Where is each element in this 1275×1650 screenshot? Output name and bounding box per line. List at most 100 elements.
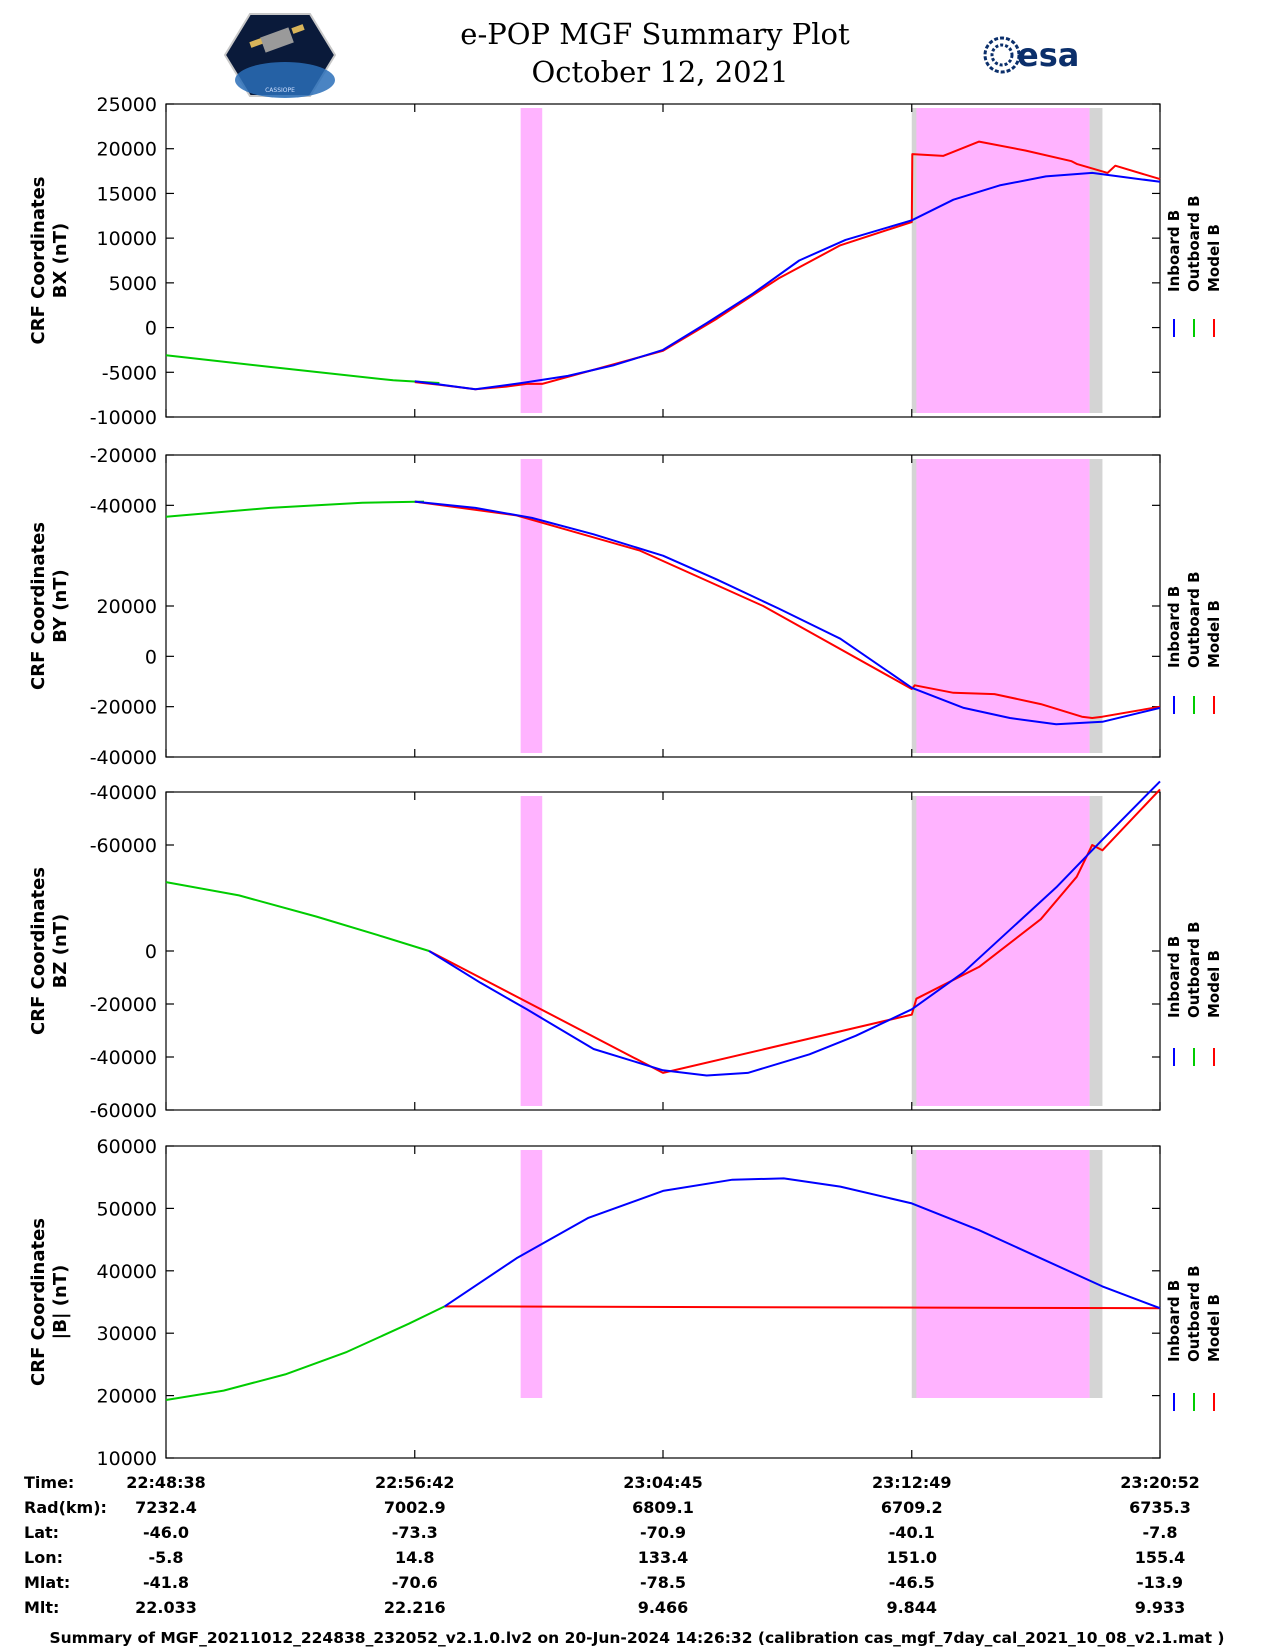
y-tick-label: 0 [145,646,157,668]
y-tick-label: 40000 [97,1261,157,1283]
ephemeris-value: 14.8 [395,1548,434,1567]
ephemeris-row-label: Mlt: [24,1598,59,1617]
legend-label-model: Model B [1205,600,1223,668]
ephemeris-value: 155.4 [1135,1548,1186,1567]
legend: Inboard B Outboard B Model B [1165,1265,1223,1411]
y-tick-label: 0 [145,318,157,340]
y-tick-label: 30000 [97,1323,157,1345]
ephemeris-value: 7232.4 [135,1498,197,1517]
y-tick-label: 5000 [109,273,157,295]
x-tick-label: 22:56:42 [375,1473,455,1492]
ephemeris-value: 9.844 [886,1598,937,1617]
ephemeris-value: -40.1 [889,1523,935,1542]
ephemeris-value: -46.5 [889,1573,935,1592]
legend-label-inboard: Inboard B [1165,1280,1183,1362]
x-tick-label: 23:12:49 [872,1473,952,1492]
panel-1: 25000 20000 15000 10000 5000 0 -5000 -10000 CRF … [28,94,1223,429]
ephemeris-value: 7002.9 [384,1498,446,1517]
ephemeris-value: 151.0 [886,1548,937,1567]
shaded-region-magenta [520,459,543,753]
ephemeris-row-label: Rad(km): [24,1498,107,1517]
x-tick-label: 22:48:38 [126,1473,206,1492]
ephemeris-value: 6809.1 [632,1498,694,1517]
ephemeris-value: -70.6 [392,1573,438,1592]
ephemeris-value: 22.033 [135,1598,197,1617]
series-line-outboard-b [165,881,430,952]
y-axis-label: CRF CoordinatesBZ (nT) [28,867,71,1035]
ephemeris-value: 6735.3 [1129,1498,1191,1517]
shaded-region-gray [1089,459,1103,753]
ephemeris-value: -5.8 [149,1548,184,1567]
y-tick-label: 20000 [97,596,157,618]
y-axis-label: CRF CoordinatesBX (nT) [28,177,71,345]
y-tick-label: 50000 [97,1198,157,1220]
y-tick-label: -40000 [90,782,157,804]
y-tick-label: 10000 [97,1448,157,1470]
shaded-region-magenta [916,459,1090,753]
series-line-outboard-b [165,1305,446,1401]
shaded-region-gray [1089,796,1103,1106]
ephemeris-row-label: Mlat: [24,1573,70,1592]
y-tick-label: 10000 [97,228,157,250]
legend: Inboard B Outboard B Model B [1165,195,1223,337]
ephemeris-value: -41.8 [143,1573,189,1592]
series-line-outboard-b [165,354,440,384]
shaded-region-magenta [520,1150,543,1398]
y-tick-label: -60000 [90,1100,157,1122]
ephemeris-value: -70.9 [640,1523,686,1542]
footer-summary: Summary of MGF_20211012_224838_232052_v2… [49,1629,1224,1647]
shaded-region-magenta [916,1150,1090,1398]
x-tick-label: 23:20:52 [1120,1473,1200,1492]
y-tick-label: 15000 [97,183,157,205]
cassiope-logo-caption: CASSIOPE [265,87,295,94]
panels-group: 2500020000150001000050000-5000-10000CRF … [28,94,1223,1470]
legend-label-outboard: Outboard B [1185,1265,1203,1362]
shaded-region-gray [1089,1150,1103,1398]
x-tick-label: 23:04:45 [623,1473,703,1492]
ephemeris-table: Time: Rad(km): Lat: Lon: Mlat: Mlt: 22:48:38 72… [24,1473,1200,1617]
legend-label-model: Model B [1205,950,1223,1018]
legend-label-inboard: Inboard B [1165,210,1183,292]
series-line-model-b [444,1305,1161,1310]
ephemeris-row-label: Lon: [24,1548,63,1567]
figure-title-line1: e-POP MGF Summary Plot [460,17,850,51]
ephemeris-value: -46.0 [143,1523,189,1542]
series-line-model-b [414,140,1161,391]
ephemeris-value: -13.9 [1137,1573,1183,1592]
y-tick-label: -5000 [102,362,157,384]
y-tick-label: -20000 [90,994,157,1016]
panel-4: 60000 50000 40000 30000 20000 10000 CRF Coordi… [28,1136,1223,1470]
legend-label-outboard: Outboard B [1185,571,1203,668]
series-line-inboard-b [428,780,1161,1077]
ephemeris-value: -73.3 [392,1523,438,1542]
shaded-region-magenta [520,796,543,1106]
panel-2: -20000 -40000 20000 0 -20000 -40000 CRF Coordi… [28,445,1223,769]
legend-label-inboard: Inboard B [1165,936,1183,1018]
ephemeris-value: 6709.2 [881,1498,943,1517]
y-tick-label: 20000 [97,1386,157,1408]
legend-label-outboard: Outboard B [1185,921,1203,1018]
ephemeris-value: 22.216 [384,1598,446,1617]
ephemeris-value: -78.5 [640,1573,686,1592]
y-tick-label: 20000 [97,139,157,161]
ephemeris-value: -7.8 [1143,1523,1178,1542]
shaded-region-magenta [520,108,543,413]
shaded-region-magenta [916,108,1090,413]
esa-logo: esa [983,36,1079,74]
series-line-inboard-b [414,500,1161,726]
y-tick-label: -20000 [90,697,157,719]
y-tick-label: 25000 [97,94,157,116]
legend-label-inboard: Inboard B [1165,586,1183,668]
ephemeris-row-label: Time: [24,1473,74,1492]
figure-title-line2: October 12, 2021 [531,55,788,89]
y-axis-label: CRF Coordinates|B| (nT) [28,1218,71,1386]
ephemeris-row-label: Lat: [24,1523,59,1542]
panel-3: -40000 -60000 0 -20000 -40000 -60000 CRF Coord… [28,780,1223,1122]
y-tick-label: 60000 [97,1136,157,1158]
ephemeris-value: 9.933 [1135,1598,1186,1617]
y-tick-label: -40000 [90,495,157,517]
cassiope-logo: CASSIOPE [223,13,337,98]
esa-logo-text: esa [1017,36,1079,74]
shaded-region-magenta [916,796,1090,1106]
